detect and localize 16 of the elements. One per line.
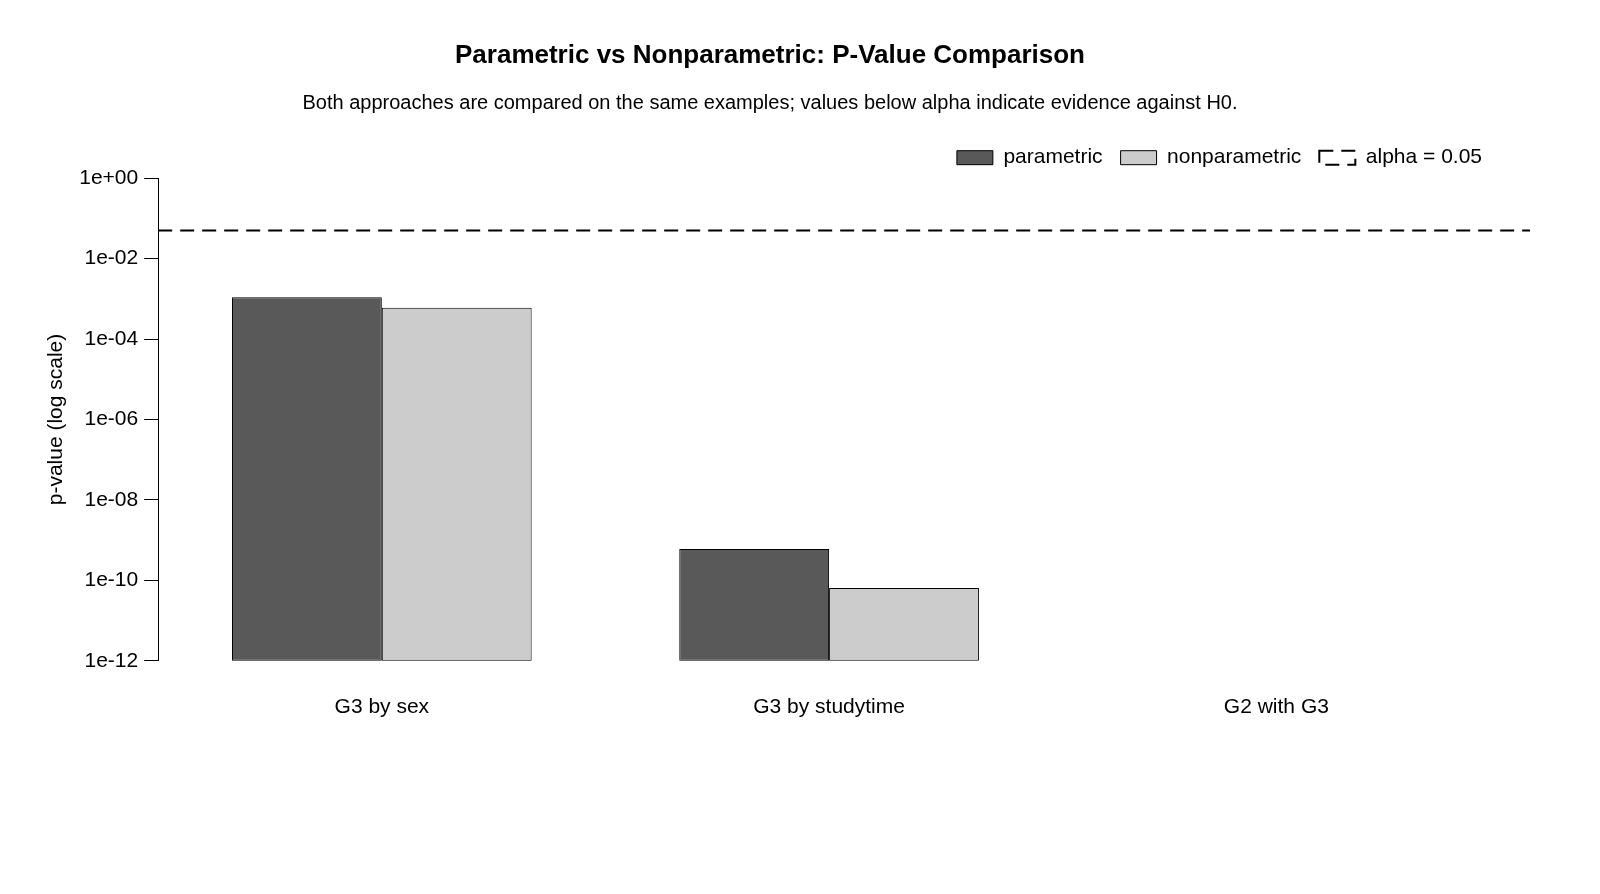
chart-subtitle: Both approaches are compared on the same examples; values below alpha indicate evidence against H0.	[302, 90, 1238, 113]
y-tick-label: 1e-06	[84, 406, 139, 430]
legend-label: nonparametric	[1167, 144, 1302, 168]
legend-label: parametric	[1003, 144, 1103, 168]
legend-label: alpha = 0.05	[1365, 144, 1482, 168]
y-tick-label: 1e+00	[79, 165, 139, 188]
y-tick-label: 1e-12	[84, 647, 139, 671]
chart-title: Parametric vs Nonparametric: P-Value Comparison	[454, 38, 1086, 69]
x-tick-label: G3 by studytime	[753, 694, 905, 718]
y-tick-label: 1e-04	[84, 325, 139, 349]
y-axis-title: p-value (log scale)	[43, 333, 67, 506]
y-tick-label: 1e-10	[84, 567, 139, 591]
x-tick-label: G3 by sex	[334, 694, 430, 718]
x-tick-label: G2 with G3	[1223, 694, 1329, 718]
y-tick-label: 1e-08	[84, 486, 139, 510]
y-tick-label: 1e-02	[84, 245, 139, 269]
